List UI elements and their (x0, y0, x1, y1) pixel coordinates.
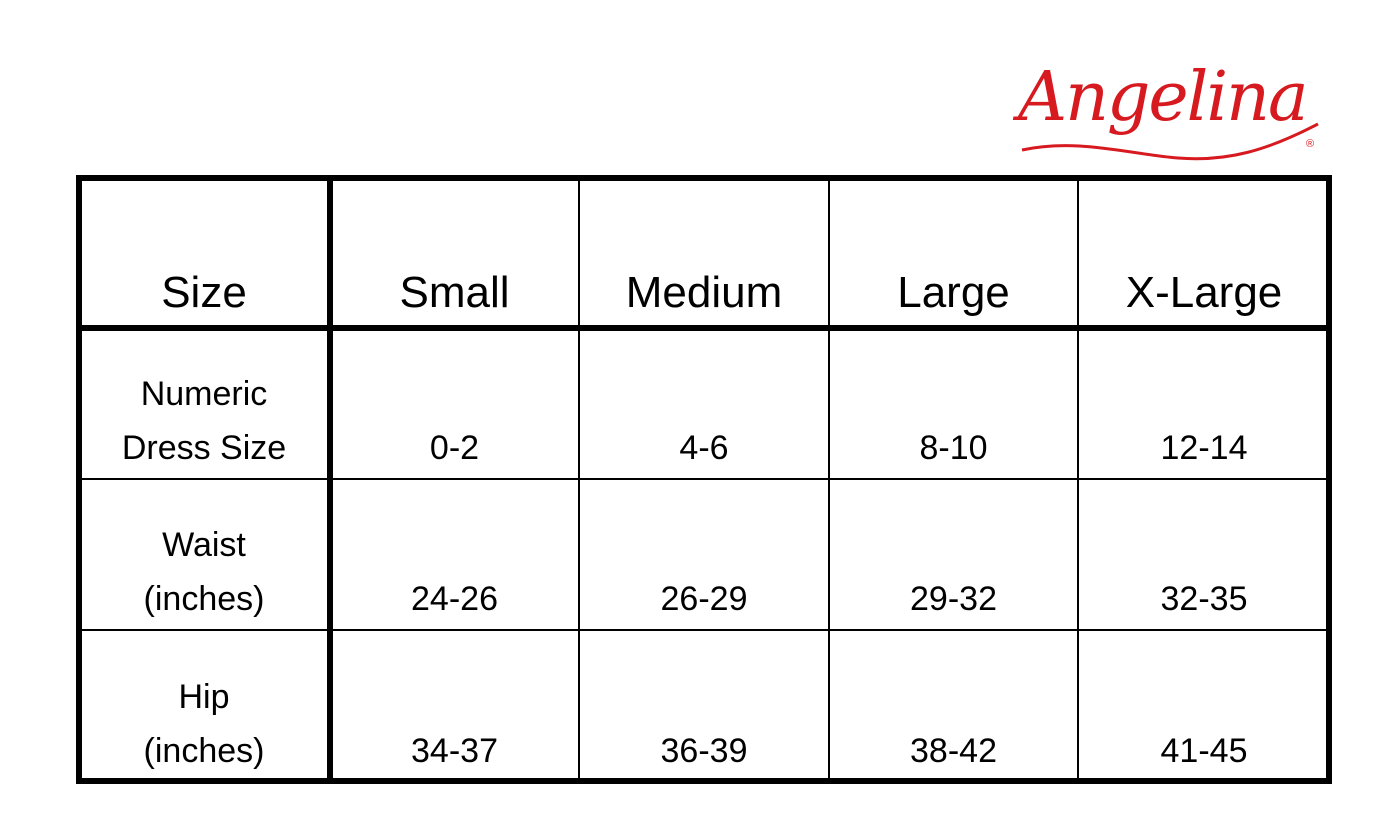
table-cell: 0-2 (330, 328, 579, 479)
registered-mark: ® (1306, 138, 1315, 150)
table-cell: 32-35 (1078, 479, 1330, 630)
table-cell: 38-42 (829, 630, 1078, 782)
table-border-top (76, 175, 1332, 181)
table-border-bottom (76, 778, 1332, 784)
row-divider (78, 629, 1330, 631)
header-cell: Large (829, 177, 1078, 328)
cell-text: 29-32 (910, 580, 997, 618)
table-cell: 4-6 (579, 328, 829, 479)
header-divider (78, 325, 1330, 331)
table-cell: 26-29 (579, 479, 829, 630)
table-cell: 8-10 (829, 328, 1078, 479)
cell-text: 41-45 (1160, 732, 1248, 770)
table-cell: 12-14 (1078, 328, 1330, 479)
cell-text: (inches) (143, 580, 265, 618)
cell-text: 34-37 (411, 732, 498, 770)
cell-text: Small (399, 268, 510, 317)
cell-text: X-Large (1125, 268, 1283, 317)
cell-text: 0-2 (429, 429, 480, 467)
cell-text: 26-29 (660, 580, 748, 618)
cell-text: Dress Size (121, 429, 287, 467)
cell-text: 24-26 (411, 580, 498, 618)
cell-text: (inches) (143, 732, 265, 770)
cell-text: 32-35 (1160, 580, 1248, 618)
header-cell: Medium (579, 177, 829, 328)
cell-text: Waist (162, 526, 246, 564)
row-label-cell: Hip (inches) (78, 630, 330, 782)
cell-text: 8-10 (919, 429, 988, 467)
table-cell: 24-26 (330, 479, 579, 630)
logo-text: Angelina (1018, 58, 1309, 137)
cell-text: Numeric (140, 375, 268, 413)
cell-text: 38-42 (910, 732, 997, 770)
cell-text: 4-6 (679, 429, 729, 467)
angelina-logo: Angelina ® (1018, 58, 1328, 168)
header-cell: Small (330, 177, 579, 328)
cell-text: Large (897, 268, 1010, 317)
header-cell: X-Large (1078, 177, 1330, 328)
cell-text: 36-39 (660, 732, 748, 770)
table-cell: 34-37 (330, 630, 579, 782)
table-cell: 41-45 (1078, 630, 1330, 782)
row-label-cell: Waist (inches) (78, 479, 330, 630)
row-label-cell: Numeric Dress Size (78, 328, 330, 479)
header-cell: Size (78, 177, 330, 328)
logo-swash (1021, 122, 1319, 161)
cell-text: 12-14 (1160, 429, 1248, 467)
table-cell: 36-39 (579, 630, 829, 782)
cell-text: Medium (625, 268, 783, 317)
table-cell: 29-32 (829, 479, 1078, 630)
cell-text: Hip (178, 678, 230, 716)
cell-text: Size (161, 268, 247, 317)
row-divider (78, 478, 1330, 480)
size-chart-table: Size Small Medium Large X-Large Numeric Dress … (76, 175, 1332, 784)
